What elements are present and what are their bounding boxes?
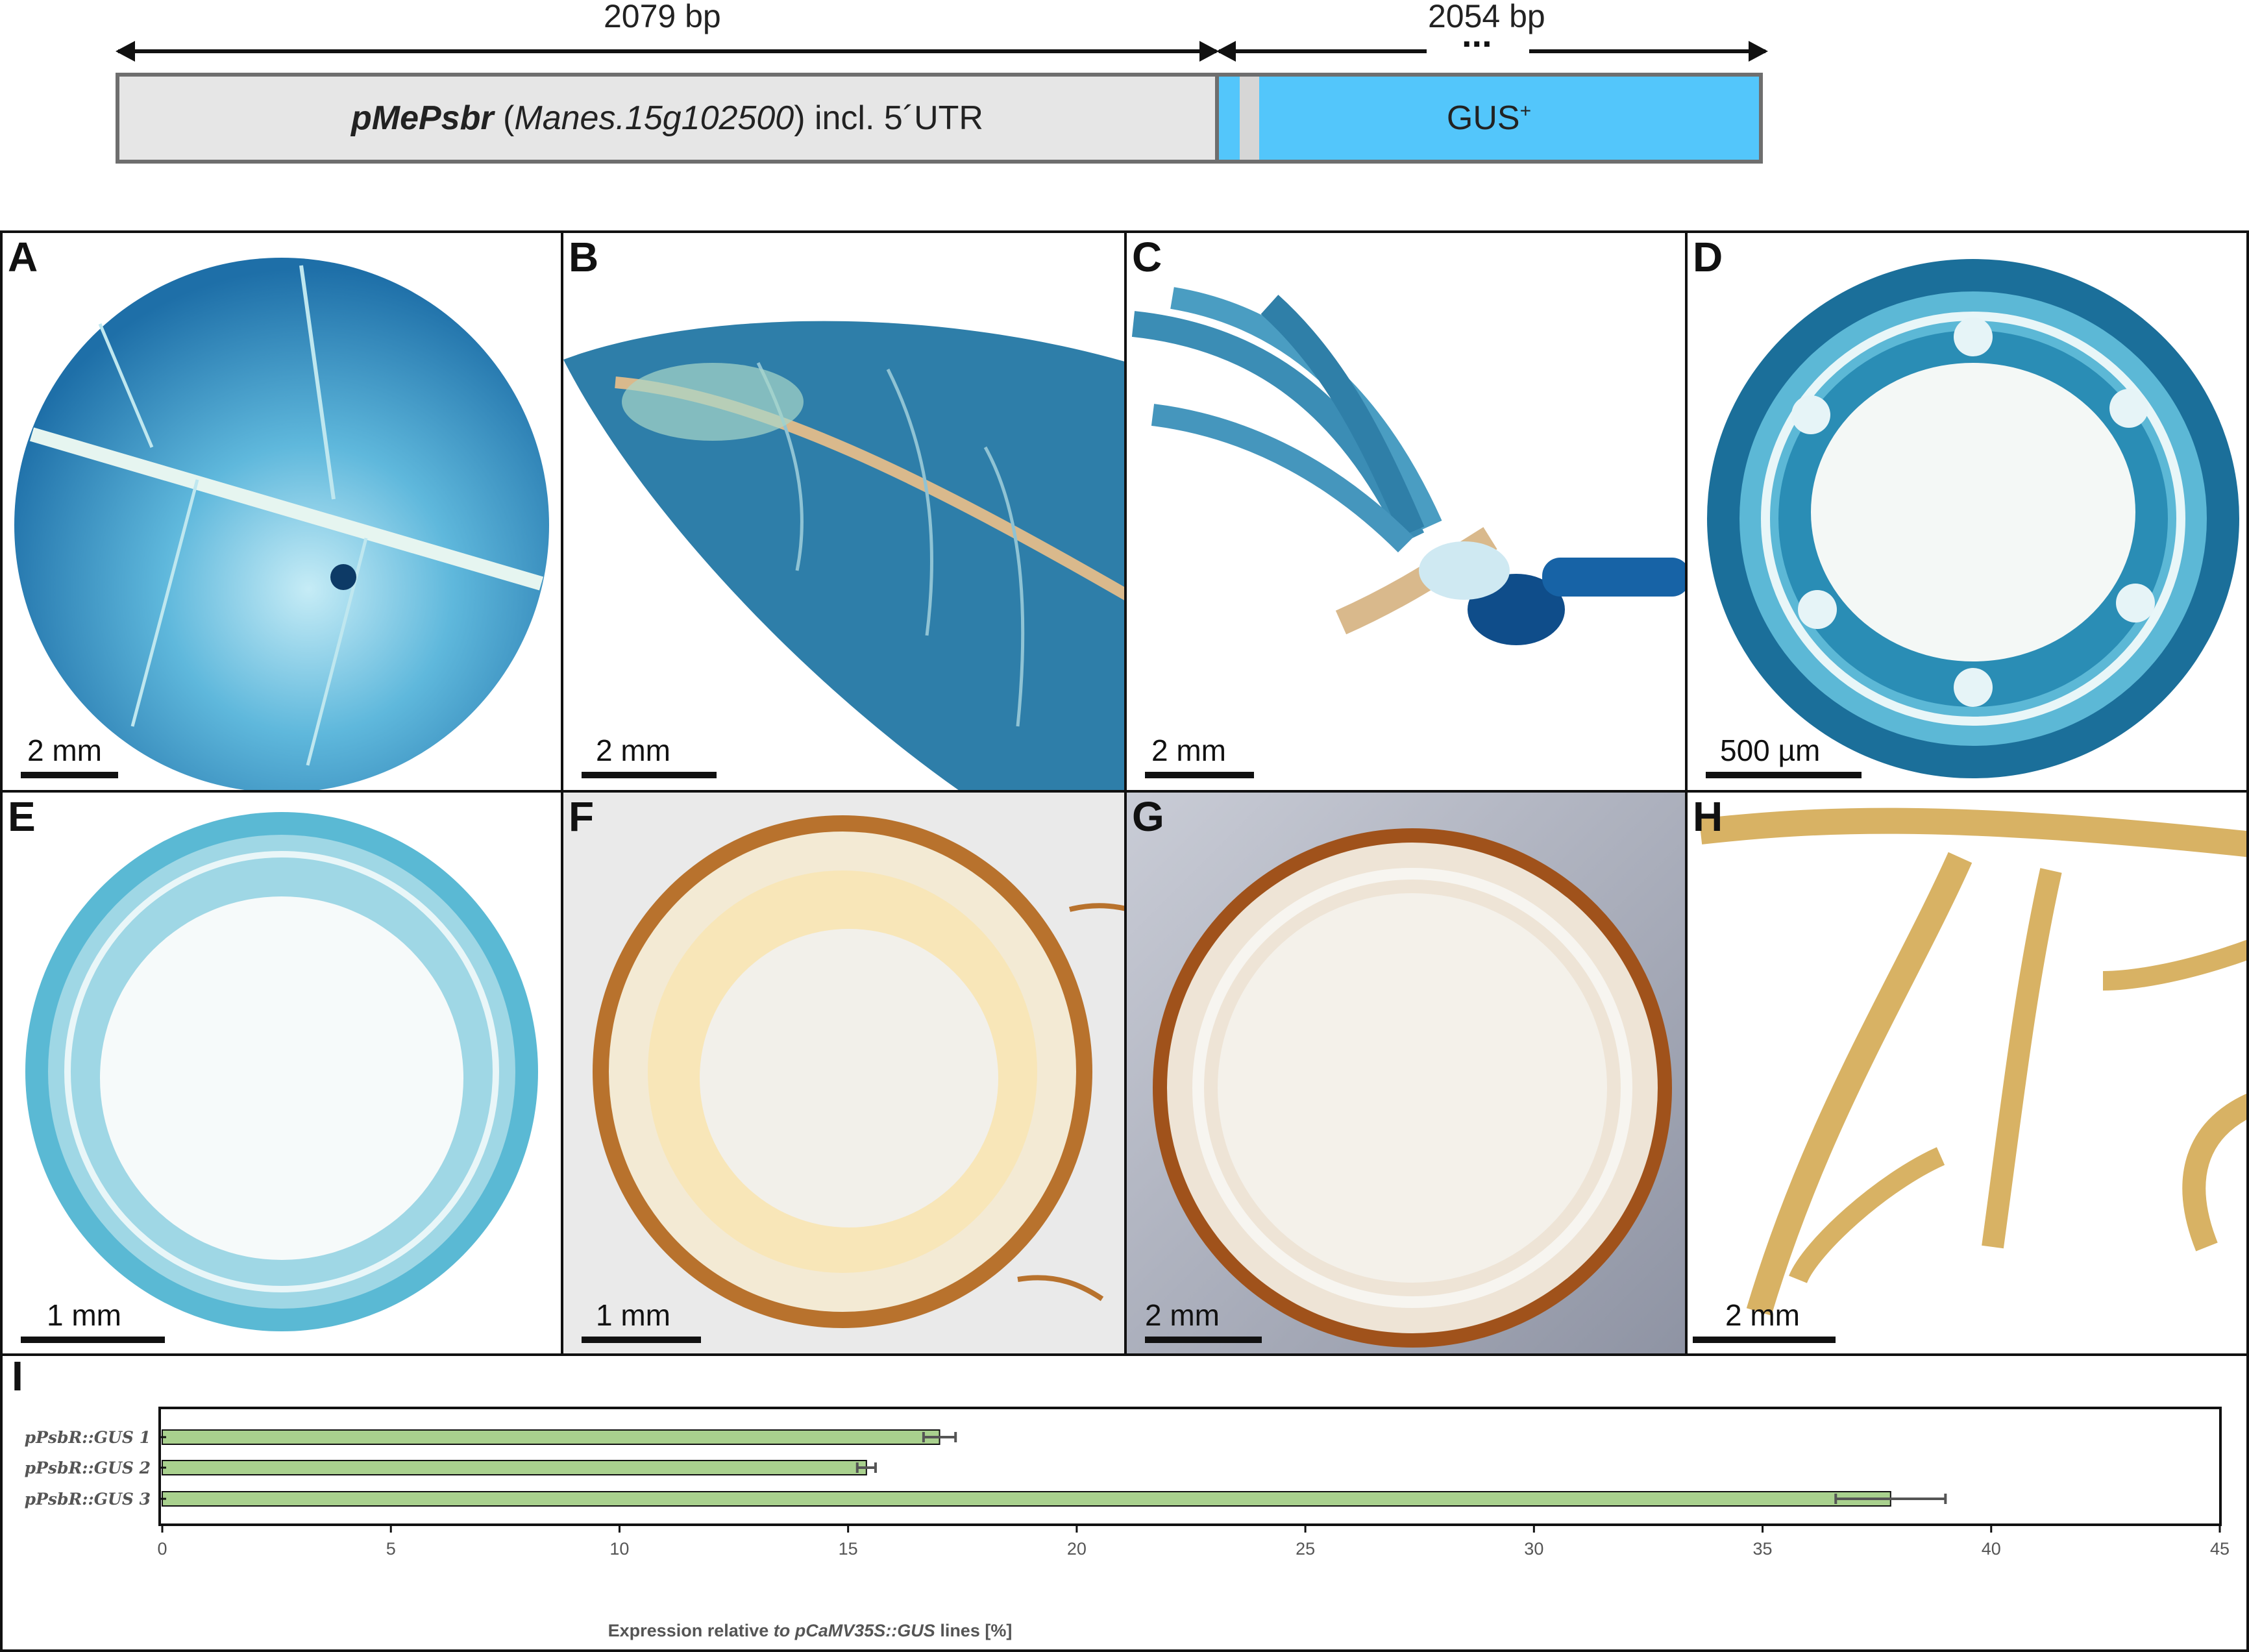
x-tick-label: 45	[2210, 1539, 2230, 1559]
promoter-name: pMePsbr	[351, 99, 494, 137]
gus-linker-segment	[1240, 77, 1259, 160]
panel-h: H 2 mm	[1685, 790, 2249, 1356]
scale-line	[21, 772, 118, 778]
panel-a: A 2 mm	[0, 230, 563, 793]
gus-superscript: +	[1519, 100, 1532, 122]
panel-c: C 2 mm	[1124, 230, 1688, 793]
panel-letter: E	[8, 793, 36, 840]
panel-f: F 1 mm	[561, 790, 1127, 1356]
panel-e: E 1 mm	[0, 790, 563, 1356]
x-tick-label: 10	[609, 1539, 629, 1559]
scale-label: 1 mm	[596, 1298, 670, 1332]
arrow-right-head-icon	[1199, 41, 1219, 62]
gus-length-ellipsis: ...	[1462, 14, 1492, 55]
scale-line	[1693, 1337, 1836, 1343]
scale-label: 2 mm	[1725, 1298, 1800, 1332]
x-tick-label: 25	[1296, 1539, 1315, 1559]
arrow-right-head-icon	[1749, 41, 1768, 62]
x-tick-label: 5	[386, 1539, 396, 1559]
x-tick-label: 15	[839, 1539, 858, 1559]
promoter-gene-close: ) incl. 5´UTR	[794, 99, 983, 137]
x-axis-label-italic: to pCaMV35S::GUS	[774, 1621, 935, 1640]
promoter-gene-id: Manes.15g102500	[514, 99, 794, 137]
gus-length-arrow-left	[1216, 41, 1427, 62]
x-tick-label: 40	[1982, 1539, 2001, 1559]
x-tick-label: 30	[1524, 1539, 1543, 1559]
scale-label: 2 mm	[27, 734, 102, 767]
panel-g: G 2 mm	[1124, 790, 1688, 1356]
panel-letter: A	[8, 234, 38, 280]
panel-letter: I	[12, 1353, 23, 1399]
promoter-gene-open: (	[493, 99, 515, 137]
x-tick-label: 20	[1067, 1539, 1087, 1559]
leaf-image	[563, 233, 1124, 790]
x-axis-label: Expression relative to pCaMV35S::GUS lin…	[608, 1621, 1013, 1640]
scale-line	[582, 772, 717, 778]
gus-label: GUS	[1446, 99, 1520, 137]
scale-label: 1 mm	[47, 1298, 121, 1332]
shoot-apex-image	[1127, 233, 1685, 790]
scale-line	[1145, 772, 1254, 778]
leaf-disc-image	[3, 233, 561, 790]
panel-d: D 500 µm	[1685, 230, 2249, 793]
promoter-length-label: 2079 bp	[604, 0, 721, 34]
bar	[162, 1491, 1891, 1507]
panel-letter: H	[1693, 793, 1723, 840]
panel-b: B 2 mm	[561, 230, 1127, 793]
panel-letter: C	[1132, 234, 1162, 280]
promoter-segment: pMePsbr (Manes.15g102500) incl. 5´UTR	[116, 73, 1219, 164]
scale-line	[21, 1337, 165, 1343]
x-axis-label-suffix: lines [%]	[935, 1621, 1013, 1640]
stem-section-image	[1688, 233, 2246, 790]
x-tick-label: 35	[1753, 1539, 1773, 1559]
bar	[162, 1460, 867, 1475]
gus-segment: GUS+	[1215, 73, 1763, 164]
x-axis-label-prefix: Expression relative	[608, 1621, 774, 1640]
scale-line	[1706, 772, 1862, 778]
scale-line	[582, 1337, 701, 1343]
stem-section-image	[563, 793, 1124, 1353]
stem-section-image	[3, 793, 561, 1353]
gus-length-arrow-right	[1529, 41, 1768, 62]
bar	[162, 1429, 940, 1445]
category-label: pPsbR::GUS 1	[25, 1428, 151, 1447]
construct-diagram: 2079 bp 2054 bp ... pMePsbr (Manes.15g10…	[0, 0, 2249, 182]
scale-line	[1145, 1337, 1262, 1343]
gus-length-label: 2054 bp	[1428, 0, 1545, 34]
plot-frame	[158, 1407, 2222, 1526]
x-tick-label: 0	[157, 1539, 167, 1559]
arrow-left-head-icon	[116, 41, 135, 62]
scale-label: 500 µm	[1720, 734, 1821, 767]
panel-letter: F	[569, 793, 595, 840]
promoter-length-arrow	[116, 41, 1219, 62]
scale-label: 2 mm	[1145, 1298, 1220, 1332]
scale-label: 2 mm	[596, 734, 670, 767]
scale-label: 2 mm	[1151, 734, 1226, 767]
panel-letter: B	[569, 234, 599, 280]
panel-letter: D	[1693, 234, 1723, 280]
category-label: pPsbR::GUS 3	[25, 1490, 151, 1509]
arrow-left-head-icon	[1216, 41, 1236, 62]
panel-letter: G	[1132, 793, 1164, 840]
roots-image	[1688, 793, 2246, 1353]
category-label: pPsbR::GUS 2	[25, 1459, 151, 1477]
root-section-image	[1127, 793, 1685, 1353]
